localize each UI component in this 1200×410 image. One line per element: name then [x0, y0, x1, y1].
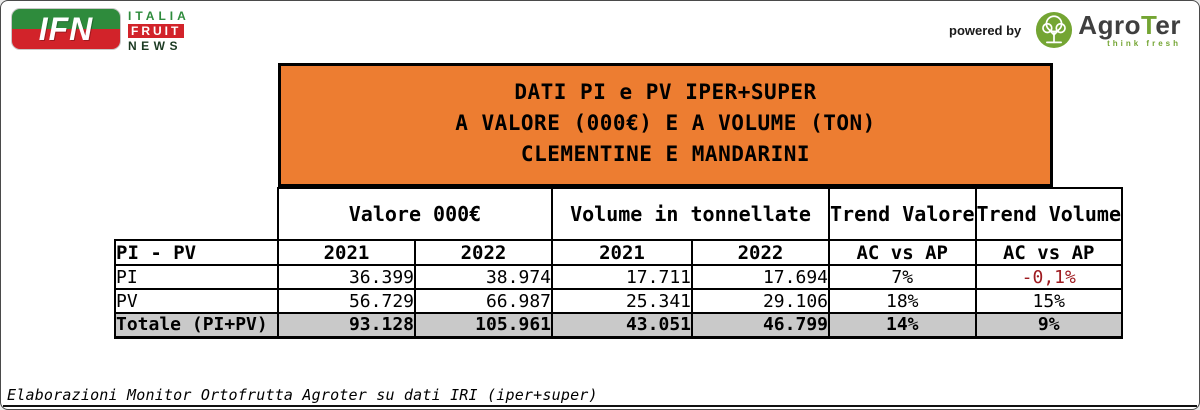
- title-line-1: DATI PI e PV IPER+SUPER: [514, 80, 817, 104]
- agroter-wordmark: AgroTer think fresh: [1078, 12, 1181, 48]
- ifn-monogram: IFN: [38, 10, 94, 47]
- group-header-row: Valore 000€ Volume in tonnellate Trend V…: [115, 187, 1123, 241]
- cell-valore-2021: 36.399: [277, 264, 416, 290]
- cell-valore-2022: 105.961: [414, 312, 553, 339]
- agroter-tagline: think fresh: [1107, 39, 1181, 48]
- cell-trend-volume-negative: -0,1%: [974, 264, 1123, 290]
- ifn-wordmark: ITALIA FRUIT NEWS: [128, 8, 190, 52]
- col-header-valore-2022: 2022: [414, 239, 553, 266]
- table-row-pi: PI 36.399 38.974 17.711 17.694 7% -0,1%: [114, 264, 1123, 290]
- group-header-trend-valore: Trend Valore: [828, 187, 977, 241]
- cell-valore-2021: 56.729: [277, 288, 416, 314]
- title-line-3: CLEMENTINE E MANDARINI: [520, 142, 811, 166]
- table-row-totale: Totale (PI+PV) 93.128 105.961 43.051 46.…: [114, 312, 1123, 339]
- row-label-header: PI - PV: [114, 239, 279, 266]
- footer-divider: [3, 405, 1197, 407]
- cell-volume-2022: 29.106: [691, 288, 830, 314]
- cell-volume-2021: 17.711: [551, 264, 693, 290]
- group-header-trend-volume: Trend Volume: [974, 187, 1123, 241]
- agroter-name-agro: Agro: [1078, 10, 1141, 40]
- col-header-valore-2021: 2021: [277, 239, 416, 266]
- title-line-2: A VALORE (000€) E A VOLUME (TON): [455, 111, 876, 135]
- cell-volume-2022: 46.799: [691, 312, 830, 339]
- cell-volume-2022: 17.694: [691, 264, 830, 290]
- group-header-valore: Valore 000€: [277, 187, 553, 241]
- agroter-name-er: er: [1155, 10, 1181, 40]
- cell-valore-2022: 38.974: [414, 264, 553, 290]
- ifn-badge: IFN: [11, 8, 121, 50]
- agroter-name: AgroTer: [1078, 12, 1181, 38]
- cell-volume-2021: 25.341: [551, 288, 693, 314]
- cell-valore-2021: 93.128: [277, 312, 416, 339]
- col-header-trend-valore: AC vs AP: [828, 239, 977, 266]
- row-label: PI: [114, 264, 279, 290]
- ifn-word-news: NEWS: [128, 39, 182, 53]
- data-table: Valore 000€ Volume in tonnellate Trend V…: [114, 187, 1123, 339]
- title-box: DATI PI e PV IPER+SUPER A VALORE (000€) …: [278, 63, 1053, 187]
- table-row-pv: PV 56.729 66.987 25.341 29.106 18% 15%: [114, 288, 1123, 314]
- row-label: Totale (PI+PV): [114, 312, 279, 339]
- cell-volume-2021: 43.051: [551, 312, 693, 339]
- cell-valore-2022: 66.987: [414, 288, 553, 314]
- ifn-word-italia: ITALIA: [128, 9, 190, 23]
- powered-by-block: powered by AgroTer think fresh: [949, 11, 1181, 49]
- blank-corner-cell: [115, 188, 278, 240]
- cell-trend-valore: 18%: [828, 288, 977, 314]
- row-label: PV: [114, 288, 279, 314]
- agroter-logo: AgroTer think fresh: [1035, 11, 1181, 49]
- sub-header-row: PI - PV 2021 2022 2021 2022 AC vs AP AC …: [114, 239, 1123, 266]
- col-header-trend-volume: AC vs AP: [974, 239, 1123, 266]
- source-note: Elaborazioni Monitor Ortofrutta Agroter …: [7, 386, 598, 404]
- cell-trend-volume: 15%: [974, 288, 1123, 314]
- ifn-logo: IFN ITALIA FRUIT NEWS: [11, 8, 190, 52]
- col-header-volume-2021: 2021: [551, 239, 693, 266]
- cell-trend-volume: 9%: [974, 312, 1123, 339]
- ifn-word-fruit: FRUIT: [128, 24, 185, 38]
- powered-by-label: powered by: [949, 22, 1022, 38]
- col-header-volume-2022: 2022: [691, 239, 830, 266]
- agroter-tree-icon: [1036, 11, 1073, 49]
- cell-trend-valore: 14%: [828, 312, 977, 339]
- cell-trend-valore: 7%: [828, 264, 977, 290]
- agroter-name-t: T: [1140, 10, 1156, 40]
- group-header-volume: Volume in tonnellate: [551, 187, 830, 241]
